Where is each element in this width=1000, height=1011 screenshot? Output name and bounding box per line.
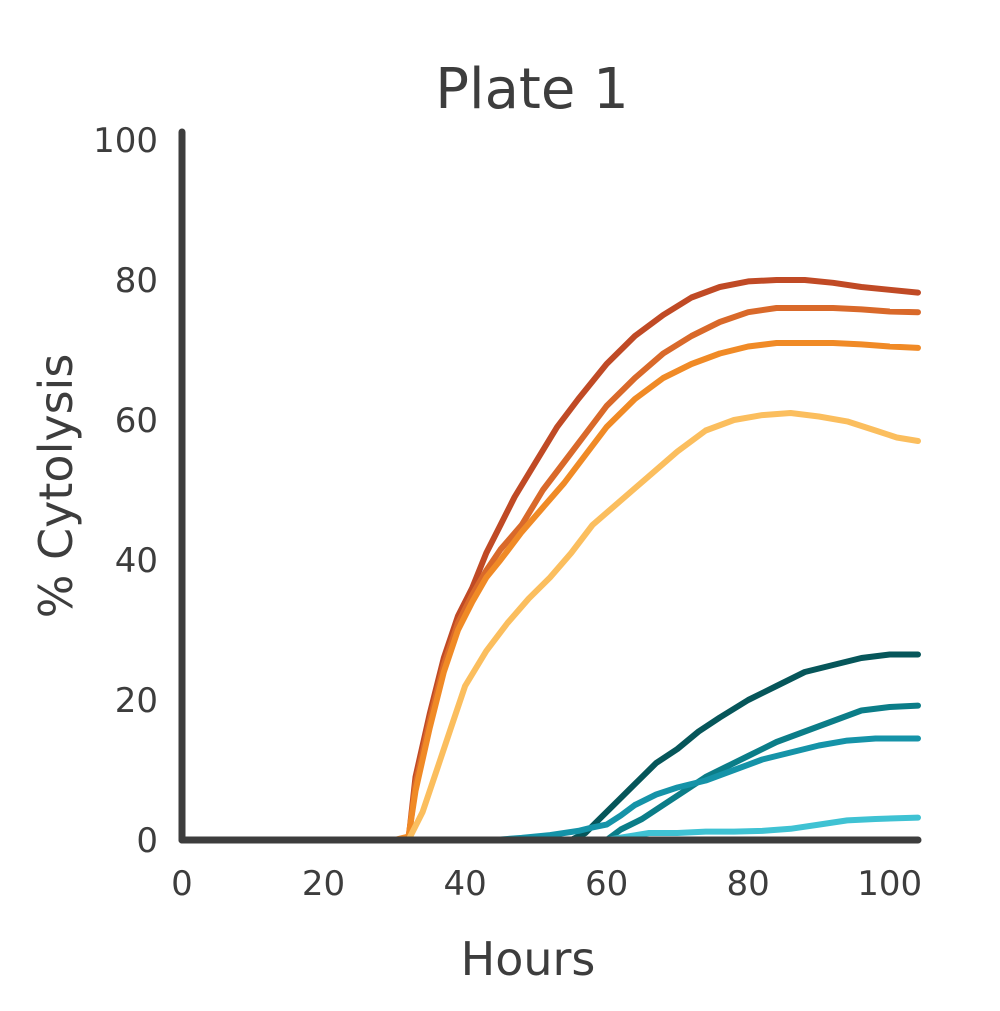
y-tick-label-100: 100 xyxy=(93,121,158,161)
series-layer xyxy=(179,277,921,843)
x-tick-label-80: 80 xyxy=(727,864,770,904)
y-tick-label-0: 0 xyxy=(136,821,158,861)
x-tick-label-40: 40 xyxy=(443,864,486,904)
series-line-3 xyxy=(179,340,921,843)
series-line-6 xyxy=(179,702,921,843)
y-tick-label-20: 20 xyxy=(115,681,158,721)
x-axis-label: Hours xyxy=(461,932,596,986)
series-line-4 xyxy=(179,410,921,843)
x-tick-label-20: 20 xyxy=(302,864,345,904)
x-tick-labels: 0 20 40 60 80 100 xyxy=(171,864,922,904)
x-tick-label-60: 60 xyxy=(585,864,628,904)
y-tick-label-80: 80 xyxy=(115,261,158,301)
series-line-5 xyxy=(179,651,921,843)
series-line-7 xyxy=(179,735,921,843)
chart-title: Plate 1 xyxy=(435,57,628,122)
x-tick-label-100: 100 xyxy=(857,864,922,904)
y-tick-labels: 0 20 40 60 80 100 xyxy=(93,121,158,861)
series-line-1 xyxy=(179,277,921,843)
y-tick-label-60: 60 xyxy=(115,401,158,441)
y-axis-label: % Cytolysis xyxy=(29,354,83,619)
x-tick-label-0: 0 xyxy=(171,864,193,904)
y-tick-label-40: 40 xyxy=(115,541,158,581)
